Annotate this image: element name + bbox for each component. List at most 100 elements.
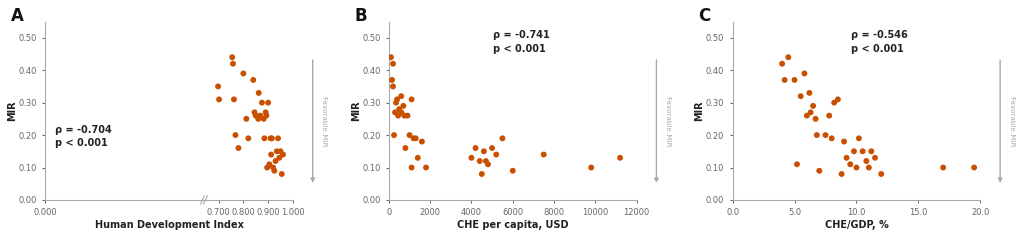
Point (494, 137, 511, 140)
Point (396, 146, 413, 150)
Point (866, 156, 882, 160)
Point (414, 140, 430, 143)
Point (404, 166, 420, 169)
Point (808, 133, 824, 137)
Point (796, 72, 812, 75)
Point (251, 91, 267, 95)
Point (273, 172, 289, 176)
Point (239, 137, 256, 140)
Point (386, 110, 403, 114)
Point (850, 137, 866, 140)
Point (535, 153, 551, 156)
Point (271, 156, 287, 160)
Point (390, 107, 407, 111)
Point (257, 110, 273, 114)
Point (238, 117, 255, 121)
Point (383, 78, 399, 82)
Point (395, 114, 412, 118)
Point (224, 62, 240, 66)
Point (825, 101, 842, 105)
Point (828, 97, 845, 101)
Point (583, 166, 599, 169)
Point (965, 166, 981, 169)
Text: Favorable MIR: Favorable MIR (1008, 96, 1014, 147)
Text: Favorable MIR: Favorable MIR (664, 96, 671, 147)
Point (833, 172, 849, 176)
Point (250, 117, 266, 121)
Point (382, 55, 398, 59)
Point (775, 78, 792, 82)
Point (788, 162, 804, 166)
Point (810, 169, 826, 173)
Point (247, 110, 263, 114)
Point (266, 169, 282, 173)
Point (418, 166, 434, 169)
Point (872, 172, 889, 176)
Point (230, 146, 247, 150)
Point (265, 166, 281, 169)
X-axis label: CHE/GDP, %: CHE/GDP, % (823, 220, 888, 230)
Point (384, 85, 400, 88)
Point (471, 159, 487, 163)
Point (773, 62, 790, 66)
Text: ρ = -0.741
p < 0.001: ρ = -0.741 p < 0.001 (492, 31, 549, 54)
Text: A: A (10, 7, 23, 25)
Point (256, 117, 272, 121)
Point (475, 149, 491, 153)
Point (262, 137, 278, 140)
Point (483, 146, 499, 150)
Point (838, 156, 854, 160)
Point (227, 133, 244, 137)
Point (252, 114, 268, 118)
Point (274, 153, 290, 156)
Point (270, 137, 286, 140)
Point (248, 114, 264, 118)
Point (798, 114, 814, 118)
Point (804, 104, 820, 108)
Point (225, 97, 242, 101)
Point (477, 159, 493, 163)
Point (272, 149, 288, 153)
Point (398, 114, 415, 118)
Point (406, 137, 422, 140)
Point (261, 162, 277, 166)
Point (611, 156, 628, 160)
Point (820, 114, 837, 118)
Point (268, 149, 284, 153)
Y-axis label: MIR: MIR (351, 100, 361, 121)
Point (845, 149, 861, 153)
Point (394, 104, 411, 108)
Point (267, 159, 283, 163)
Point (934, 166, 951, 169)
X-axis label: CHE per capita, USD: CHE per capita, USD (457, 220, 568, 230)
Point (263, 153, 279, 156)
Point (408, 137, 424, 140)
Point (822, 137, 839, 140)
Point (842, 162, 858, 166)
Text: ρ = -0.546
p < 0.001: ρ = -0.546 p < 0.001 (851, 31, 907, 54)
Point (392, 110, 409, 114)
Text: B: B (354, 7, 367, 25)
Point (235, 72, 252, 75)
Point (384, 62, 400, 66)
Point (801, 91, 817, 95)
Point (857, 159, 873, 163)
Point (836, 140, 852, 143)
Text: Favorable MIR: Favorable MIR (321, 96, 327, 147)
Y-axis label: MIR: MIR (7, 100, 17, 121)
Point (504, 169, 521, 173)
Point (400, 133, 417, 137)
Point (224, 55, 240, 59)
Point (467, 146, 483, 150)
Point (463, 156, 479, 160)
Point (487, 153, 503, 156)
Point (848, 166, 864, 169)
Text: ρ = -0.704
p < 0.001: ρ = -0.704 p < 0.001 (55, 125, 112, 148)
Point (802, 110, 818, 114)
Point (258, 114, 274, 118)
Point (410, 156, 426, 160)
Point (780, 55, 796, 59)
X-axis label: Human Development Index: Human Development Index (95, 220, 244, 230)
Point (854, 149, 870, 153)
Point (479, 162, 495, 166)
